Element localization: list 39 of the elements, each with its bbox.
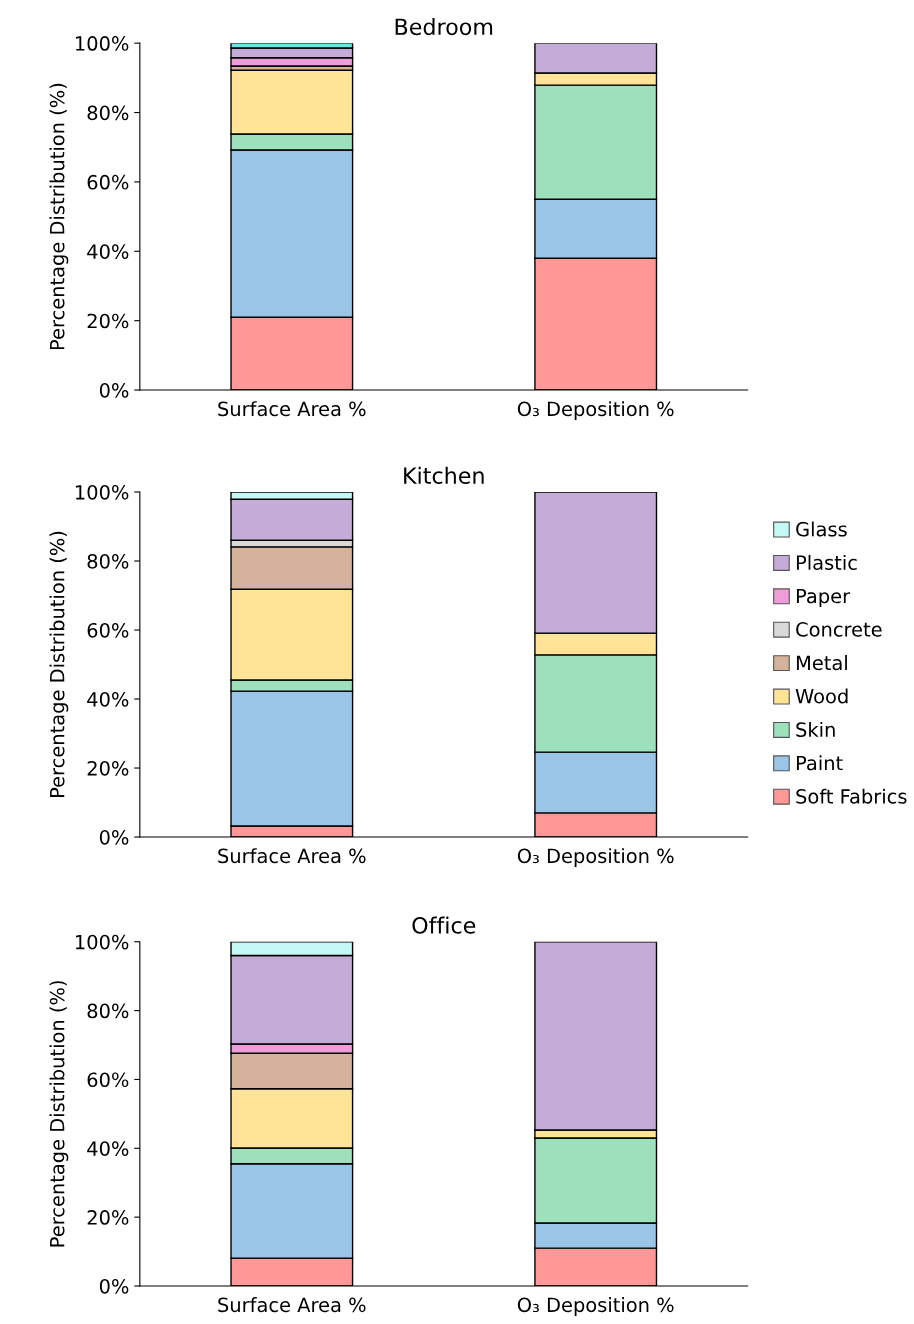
- legend-label: Soft Fabrics: [796, 788, 907, 804]
- legend-label: Skin: [796, 721, 835, 737]
- legend-label: Paper: [796, 588, 851, 608]
- x-tick-label: O₃ Deposition %: [517, 848, 674, 867]
- y-tick-label: 100%: [75, 934, 129, 950]
- y-tick-label: 60%: [87, 174, 129, 190]
- y-axis-title: Percentage Distribution (%): [49, 981, 69, 1247]
- y-tick-label: 80%: [87, 553, 129, 569]
- legend-label: Wood: [795, 688, 848, 704]
- legend-label: Glass: [796, 521, 847, 537]
- x-tick-label: O₃ Deposition %: [517, 1297, 674, 1316]
- y-tick-label: 60%: [87, 1072, 129, 1088]
- y-tick-label: 80%: [87, 1003, 129, 1019]
- y-axis-title: Percentage Distribution (%): [49, 83, 69, 350]
- y-tick-label: 40%: [87, 244, 129, 259]
- legend-label: Metal: [796, 655, 847, 671]
- legend-label: Plastic: [796, 554, 857, 570]
- y-tick-label: 40%: [87, 691, 129, 707]
- y-tick-label: 0%: [99, 383, 129, 398]
- y-tick-label: 100%: [75, 36, 129, 51]
- legend-label: Concrete: [796, 622, 882, 637]
- y-tick-label: 20%: [87, 1210, 129, 1225]
- y-tick-label: 60%: [87, 622, 129, 638]
- y-tick-label: 0%: [99, 1278, 129, 1294]
- y-tick-label: 20%: [87, 313, 129, 329]
- y-tick-label: 40%: [87, 1141, 129, 1156]
- x-tick-label: Surface Area %: [218, 401, 366, 417]
- y-axis-title: Percentage Distribution (%): [49, 531, 69, 798]
- y-tick-label: 20%: [87, 760, 129, 776]
- y-tick-label: 100%: [75, 484, 129, 500]
- y-tick-label: 80%: [87, 105, 129, 121]
- x-tick-label: O₃ Deposition %: [517, 401, 674, 420]
- chart-title: Bedroom: [395, 17, 493, 36]
- chart-title: Office: [412, 916, 476, 934]
- x-tick-label: Surface Area %: [218, 848, 366, 864]
- x-tick-label: Surface Area %: [218, 1297, 366, 1313]
- legend-label: Paint: [796, 755, 843, 771]
- chart-title: Kitchen: [404, 466, 484, 484]
- y-tick-label: 0%: [99, 829, 129, 845]
